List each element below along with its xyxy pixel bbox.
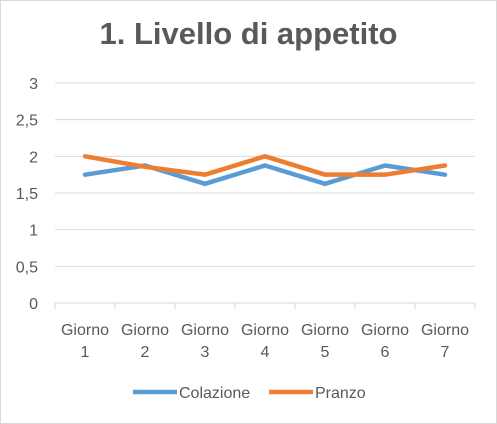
axes: 0 0,5 1 1,5 2 2,5 3 Giorno 1 Giorno 2 Giorno 3 Giorno…: [16, 76, 476, 361]
x-tick-label: Giorno 6: [361, 322, 409, 361]
x-tick-label: Giorno 1: [61, 322, 109, 361]
series-lines: [82, 154, 448, 187]
legend-label-pranzo: Pranzo: [315, 385, 366, 402]
y-tick-label: 2,5: [16, 113, 38, 130]
gridlines: [55, 82, 475, 304]
y-tick-label: 1,5: [16, 186, 38, 203]
legend-label-colazione: Colazione: [179, 385, 250, 402]
x-tick-label: Giorno 7: [421, 322, 469, 361]
x-tick-label: Giorno 3: [181, 322, 229, 361]
y-tick-label: 0: [29, 296, 38, 313]
series-line-pranzo: [82, 154, 448, 177]
legend: Colazione Pranzo: [133, 385, 366, 402]
y-tick-label: 3: [29, 76, 38, 93]
y-tick-label: 2: [29, 149, 38, 166]
y-tick-label: 0,5: [16, 259, 38, 276]
x-tick-label: Giorno 5: [301, 322, 349, 361]
x-tick-label: Giorno 2: [121, 322, 169, 361]
y-tick-label: 1: [29, 223, 38, 240]
chart-title: 1. Livello di appetito: [99, 16, 398, 51]
x-tick-label: Giorno 4: [241, 322, 289, 361]
